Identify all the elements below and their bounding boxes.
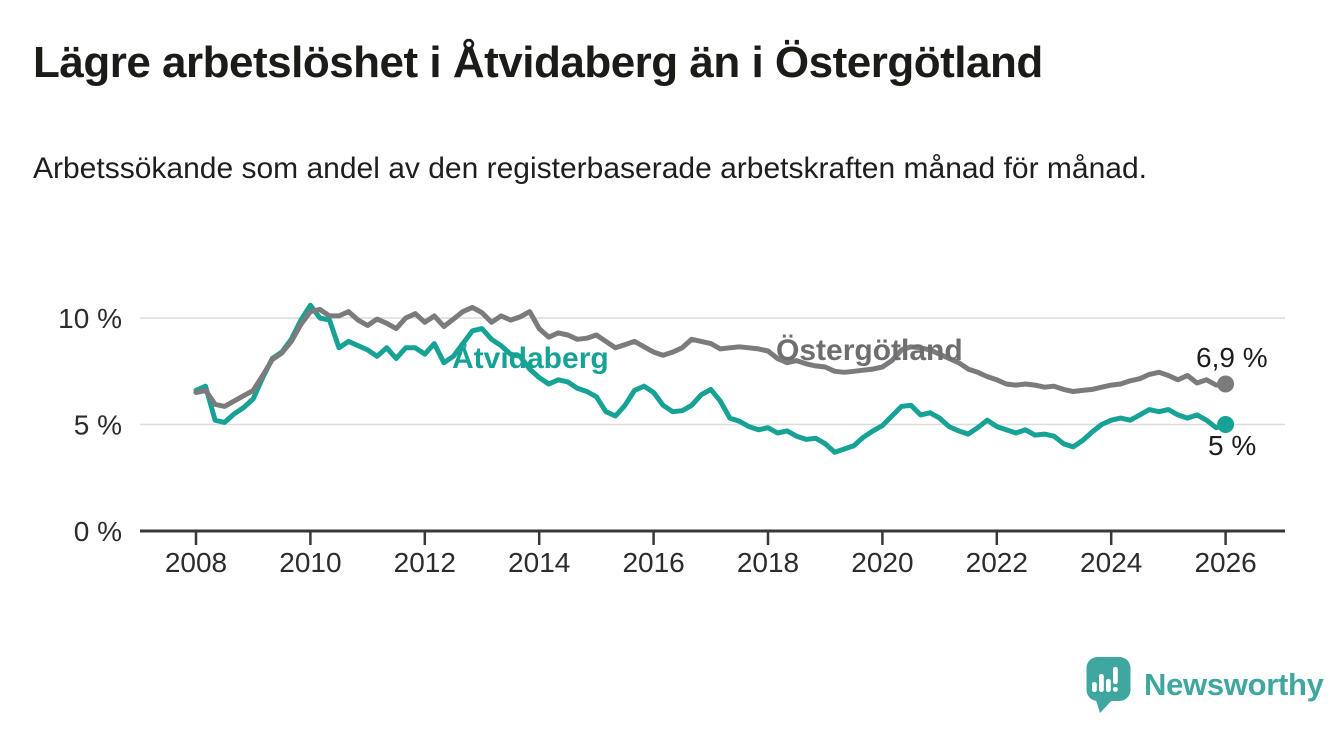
series-line-atvidaberg: [193, 302, 1229, 455]
end-value-ostergotland: 6,9 %: [1196, 342, 1268, 373]
logo-bubble-tail: [1095, 697, 1115, 713]
x-tick-label: 2016: [622, 547, 684, 578]
x-tick-label: 2022: [966, 547, 1028, 578]
end-value-atvidaberg: 5 %: [1208, 430, 1257, 461]
series-label-ostergotland: Östergötland: [776, 334, 963, 367]
series-end-dot-atvidaberg: [1217, 416, 1235, 433]
newsworthy-wordmark: Newsworthy: [1144, 667, 1324, 702]
bar-chart-speech-bubble-icon: [1086, 657, 1131, 713]
y-tick-label: 5 %: [74, 410, 122, 441]
x-tick-label: 2026: [1194, 547, 1256, 578]
series-label-atvidaberg: Åtvidaberg: [452, 342, 609, 375]
x-tick-label: 2014: [508, 547, 570, 578]
series-line-ostergotland: [193, 304, 1229, 409]
y-tick-label: 10 %: [58, 303, 122, 334]
x-tick-label: 2018: [737, 547, 799, 578]
page-title: Lägre arbetslöshet i Åtvidaberg än i Öst…: [33, 38, 1043, 87]
x-tick-label: 2008: [165, 547, 227, 578]
page-subtitle: Arbetssökande som andel av den registerb…: [33, 152, 1147, 185]
x-tick-label: 2020: [851, 547, 913, 578]
x-tick-label: 2012: [394, 547, 456, 578]
x-tick-label: 2024: [1080, 547, 1142, 578]
x-tick-label: 2010: [279, 547, 341, 578]
y-tick-label: 0 %: [74, 516, 122, 547]
series-end-dot-ostergotland: [1217, 375, 1235, 393]
newsworthy-logo: Newsworthy: [1086, 656, 1324, 714]
